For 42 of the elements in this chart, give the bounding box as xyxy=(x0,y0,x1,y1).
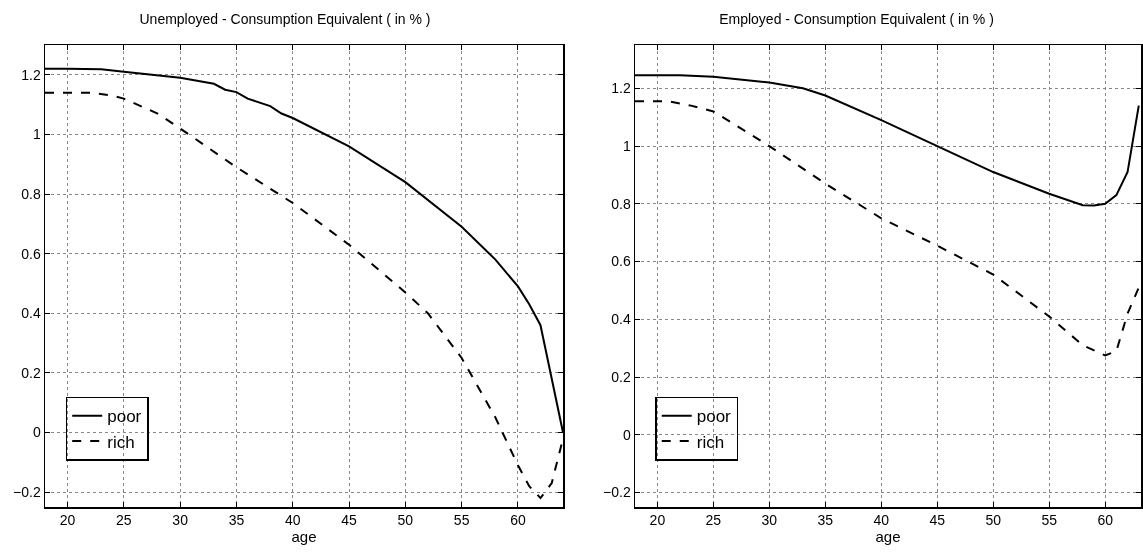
x-tick-label: 40 xyxy=(284,512,301,529)
x-axis-title: age xyxy=(291,528,317,546)
x-tick-label: 55 xyxy=(1041,512,1058,529)
y-tick-label: −0.2 xyxy=(13,484,41,500)
x-tick-label: 25 xyxy=(705,512,722,529)
legend-label: rich xyxy=(696,432,725,452)
y-tick-label: 0.2 xyxy=(21,364,41,381)
x-tick-label: 40 xyxy=(873,512,890,529)
legend-label: poor xyxy=(107,407,142,427)
x-tick-label: 55 xyxy=(453,512,470,529)
y-tick-label: 0.8 xyxy=(611,195,631,212)
x-tick-label: 30 xyxy=(172,512,189,529)
x-tick-label: 60 xyxy=(510,512,526,529)
x-axis-title: age xyxy=(875,528,901,546)
y-tick-label: 0.6 xyxy=(21,245,41,262)
x-tick-label: 35 xyxy=(817,512,834,529)
y-tick-label: 0.8 xyxy=(21,185,41,202)
x-tick-label: 20 xyxy=(59,512,76,529)
x-tick-label: 35 xyxy=(228,512,245,529)
y-tick-label: 1.2 xyxy=(21,66,41,83)
y-tick-label: 0.4 xyxy=(611,311,631,328)
x-tick-label: 45 xyxy=(929,512,946,529)
x-tick-label: 20 xyxy=(649,512,666,529)
y-tick-label: −0.2 xyxy=(603,484,631,501)
chart-title: Unemployed - Consumption Equivalent ( in % ) xyxy=(139,10,431,27)
x-tick-label: 60 xyxy=(1097,512,1114,529)
y-tick-label: 1 xyxy=(32,126,41,143)
y-tick-label: 0 xyxy=(32,424,41,441)
legend-label: rich xyxy=(107,432,135,452)
x-tick-label: 45 xyxy=(341,512,358,529)
x-tick-label: 50 xyxy=(985,512,1002,529)
y-tick-label: 1.2 xyxy=(611,80,631,97)
y-tick-label: 1 xyxy=(622,137,631,154)
x-tick-label: 50 xyxy=(397,512,414,529)
chart-title: Employed - Consumption Equivalent ( in % ) xyxy=(719,10,994,27)
legend-label: poor xyxy=(696,407,732,427)
x-tick-label: 30 xyxy=(761,512,778,529)
y-tick-label: 0.2 xyxy=(611,368,631,385)
x-tick-label: 25 xyxy=(116,512,132,529)
y-tick-label: 0.4 xyxy=(21,305,41,322)
y-tick-label: 0 xyxy=(622,426,631,443)
y-tick-label: 0.6 xyxy=(611,253,631,270)
